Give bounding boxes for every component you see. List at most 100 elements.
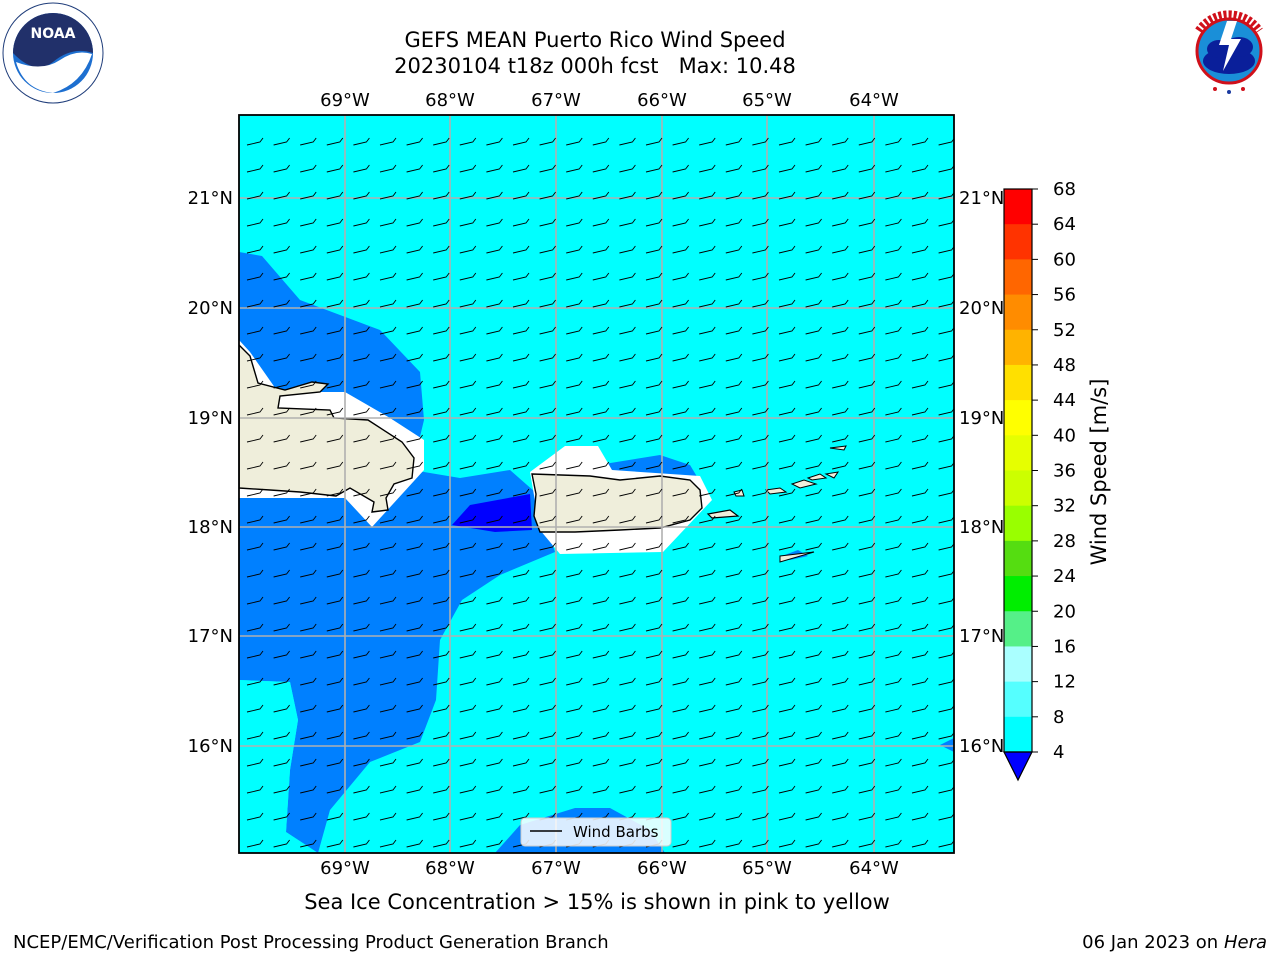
wind-barb bbox=[459, 839, 477, 848]
wind-barb bbox=[725, 245, 743, 254]
wind-barb bbox=[832, 812, 849, 821]
wind-barb bbox=[858, 650, 876, 659]
wind-barb bbox=[619, 569, 636, 578]
wind-barb bbox=[805, 164, 822, 173]
wind-barb bbox=[512, 650, 530, 659]
wind-barb bbox=[539, 380, 556, 389]
wind-barb bbox=[752, 758, 769, 767]
colorbar-tick-label: 44 bbox=[1053, 390, 1076, 411]
wind-barb bbox=[832, 380, 849, 389]
wind-barb bbox=[459, 731, 477, 740]
wind-barb bbox=[246, 623, 264, 632]
wind-barb bbox=[672, 407, 689, 416]
wind-barb bbox=[832, 704, 849, 713]
wind-barb bbox=[353, 272, 370, 281]
wind-barb bbox=[433, 623, 450, 632]
wind-barb bbox=[512, 164, 530, 173]
wind-barb bbox=[911, 245, 929, 254]
wind-barb bbox=[300, 731, 317, 740]
wind-barb bbox=[619, 272, 636, 281]
wind-barb bbox=[326, 758, 344, 767]
wind-barb bbox=[832, 326, 849, 335]
wind-barb bbox=[619, 353, 636, 362]
wind-barb bbox=[699, 488, 716, 497]
wind-barb bbox=[246, 434, 264, 443]
wind-barb bbox=[379, 299, 397, 308]
svg-text:NOAA: NOAA bbox=[31, 26, 76, 42]
wind-barb bbox=[353, 218, 370, 227]
wind-barb bbox=[778, 461, 796, 470]
wind-barb bbox=[459, 245, 477, 254]
wind-barb bbox=[379, 731, 397, 740]
wind-barb bbox=[699, 434, 716, 443]
wind-barb bbox=[885, 461, 902, 470]
wind-barb bbox=[433, 758, 450, 767]
wind-barb bbox=[725, 164, 743, 173]
wind-barb bbox=[725, 596, 743, 605]
wind-barb bbox=[699, 704, 716, 713]
wind-barb bbox=[459, 542, 477, 551]
wind-barb bbox=[699, 650, 716, 659]
wind-barb bbox=[433, 569, 450, 578]
wind-barb bbox=[592, 488, 610, 497]
wind-barb bbox=[619, 515, 636, 524]
wind-barb bbox=[406, 407, 423, 416]
wind-barb bbox=[699, 623, 716, 632]
wind-barb bbox=[592, 245, 610, 254]
wind-barb bbox=[645, 677, 663, 686]
wind-barb bbox=[379, 758, 397, 767]
wind-barb bbox=[539, 542, 556, 551]
wind-barb bbox=[353, 542, 370, 551]
wind-barb bbox=[805, 569, 822, 578]
wind-barb bbox=[592, 758, 610, 767]
wind-barb bbox=[273, 164, 290, 173]
wind-barb bbox=[858, 137, 876, 146]
wind-barb bbox=[911, 353, 929, 362]
wind-barb bbox=[752, 407, 769, 416]
wind-barb bbox=[832, 434, 849, 443]
wind-barb bbox=[512, 380, 530, 389]
wind-barb bbox=[300, 461, 317, 470]
wind-barb bbox=[379, 245, 397, 254]
wind-barb bbox=[353, 569, 370, 578]
wind-barb bbox=[778, 758, 796, 767]
wind-barb bbox=[486, 650, 503, 659]
wind-barb bbox=[911, 731, 929, 740]
wind-barb bbox=[273, 839, 290, 848]
wind-barb bbox=[699, 326, 716, 335]
wind-barb bbox=[752, 299, 769, 308]
wind-barb bbox=[752, 704, 769, 713]
wind-barb bbox=[778, 812, 796, 821]
wind-barb bbox=[725, 677, 743, 686]
wind-barb bbox=[459, 677, 477, 686]
wind-barb bbox=[246, 758, 264, 767]
ocean-fill-below-4 bbox=[452, 494, 532, 532]
wind-barb bbox=[512, 623, 530, 632]
wind-barb bbox=[645, 623, 663, 632]
wind-barb bbox=[300, 299, 317, 308]
wind-barb bbox=[672, 731, 689, 740]
wind-barb bbox=[911, 299, 929, 308]
wind-barb bbox=[645, 137, 663, 146]
wind-barb bbox=[725, 299, 743, 308]
wind-barb bbox=[539, 731, 556, 740]
wind-barb bbox=[752, 191, 769, 200]
wind-barb bbox=[486, 461, 503, 470]
wind-barb bbox=[725, 353, 743, 362]
wind-barb bbox=[911, 785, 929, 794]
wind-barb bbox=[512, 569, 530, 578]
wind-barb bbox=[805, 407, 822, 416]
lat-label-left: 20°N bbox=[188, 298, 233, 319]
wind-barb bbox=[300, 623, 317, 632]
wind-barb bbox=[246, 380, 264, 389]
wind-barb bbox=[459, 785, 477, 794]
wind-barb bbox=[353, 812, 370, 821]
wind-barb bbox=[273, 812, 290, 821]
wind-barb bbox=[672, 623, 689, 632]
wind-barb bbox=[911, 650, 929, 659]
wind-barb bbox=[406, 353, 423, 362]
wind-barb bbox=[699, 272, 716, 281]
wind-barb bbox=[300, 326, 317, 335]
wind-barb bbox=[273, 650, 290, 659]
wind-barb bbox=[246, 272, 264, 281]
